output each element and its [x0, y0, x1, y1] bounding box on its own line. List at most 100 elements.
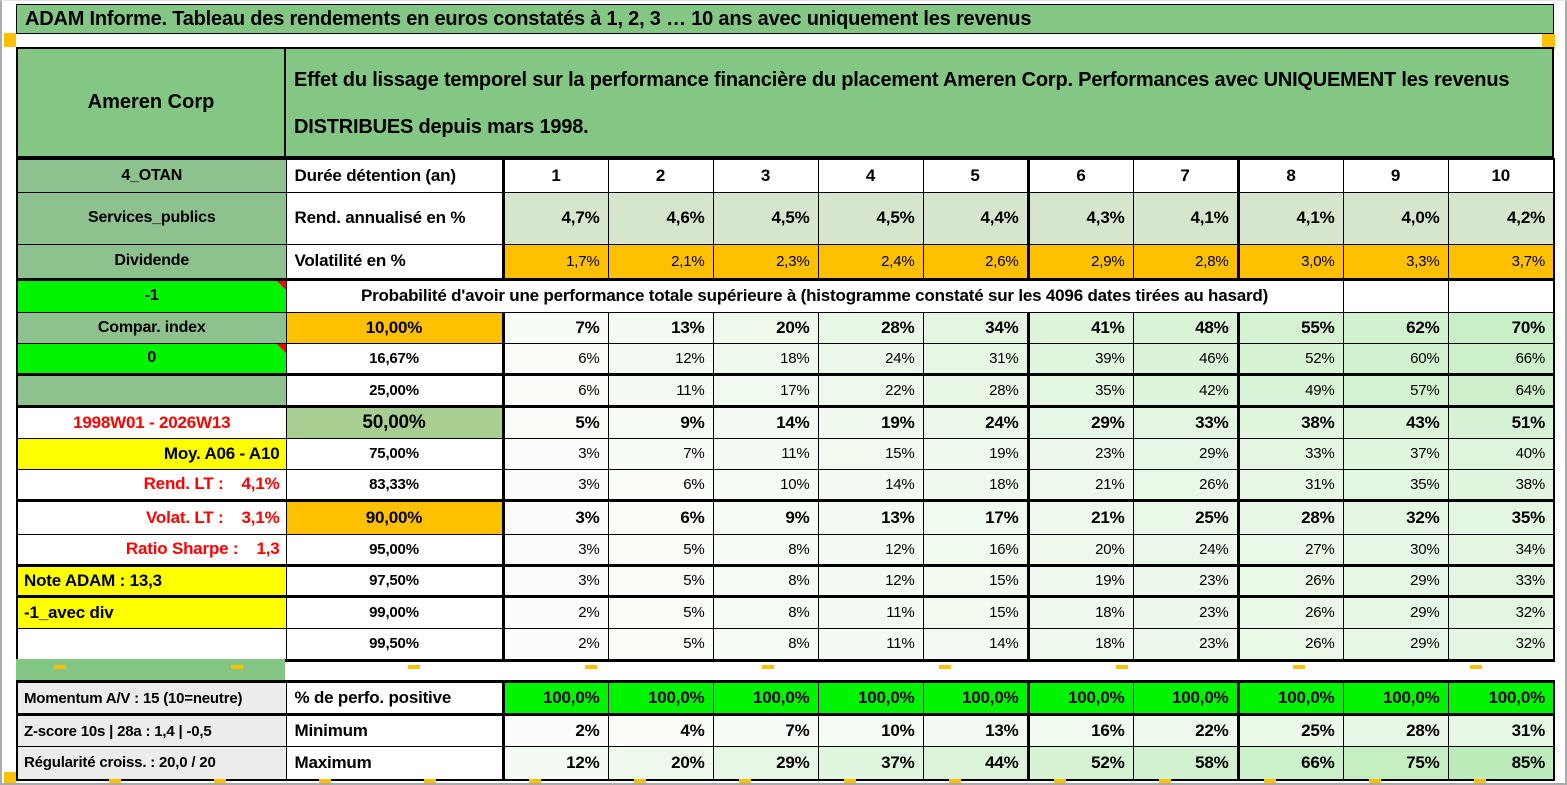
value-cell[interactable]: 35% — [1342, 468, 1449, 502]
value-cell[interactable]: 38% — [1236, 405, 1344, 439]
value-cell[interactable]: 12% — [817, 533, 924, 567]
row-header-cell[interactable]: Durée détention (an) — [285, 158, 504, 193]
value-cell[interactable]: 100,0% — [1447, 681, 1555, 716]
value-cell[interactable]: 85% — [1447, 746, 1555, 780]
value-cell[interactable]: 2,3% — [712, 243, 819, 281]
value-cell[interactable]: 100,0% — [1236, 681, 1344, 716]
column-header-cell[interactable]: 9 — [1342, 158, 1449, 193]
row-header-cell[interactable]: 97,50% — [285, 564, 504, 598]
value-cell[interactable]: 29% — [1342, 564, 1449, 598]
row-label-cell[interactable]: Ratio Sharpe : 1,3 — [16, 533, 287, 567]
row-header-cell[interactable]: 99,50% — [285, 627, 504, 662]
value-cell[interactable]: 21% — [1026, 499, 1134, 535]
value-cell[interactable]: 26% — [1236, 595, 1344, 629]
value-cell[interactable]: 57% — [1342, 373, 1449, 408]
value-cell[interactable]: 8% — [712, 564, 819, 598]
column-header-cell[interactable]: 5 — [922, 158, 1029, 193]
value-cell[interactable]: 23% — [1132, 595, 1239, 629]
value-cell[interactable]: 44% — [922, 746, 1029, 780]
value-cell[interactable]: 2,4% — [817, 243, 924, 281]
value-cell[interactable]: 29% — [1132, 437, 1239, 470]
value-cell[interactable]: 51% — [1447, 405, 1555, 439]
value-cell[interactable]: 12% — [607, 342, 714, 376]
value-cell[interactable]: 4,5% — [712, 191, 819, 245]
value-cell[interactable]: 25% — [1132, 499, 1239, 535]
value-cell[interactable]: 3% — [501, 468, 609, 502]
value-cell[interactable]: 64% — [1447, 373, 1555, 408]
value-cell[interactable]: 3,3% — [1342, 243, 1449, 281]
value-cell[interactable]: 32% — [1447, 595, 1555, 629]
value-cell[interactable]: 52% — [1236, 342, 1344, 376]
value-cell[interactable]: 18% — [712, 342, 819, 376]
value-cell[interactable]: 6% — [501, 373, 609, 408]
value-cell[interactable]: 31% — [922, 342, 1029, 376]
value-cell[interactable]: 66% — [1447, 342, 1555, 376]
row-header-cell[interactable]: 25,00% — [285, 373, 504, 408]
value-cell[interactable]: 32% — [1447, 627, 1555, 662]
value-cell[interactable]: 12% — [501, 746, 609, 780]
value-cell[interactable]: 15% — [922, 564, 1029, 598]
empty-cell[interactable] — [1447, 278, 1555, 313]
value-cell[interactable]: 33% — [1132, 405, 1239, 439]
row-header-cell[interactable]: 90,00% — [285, 499, 504, 535]
value-cell[interactable]: 11% — [817, 627, 924, 662]
value-cell[interactable]: 20% — [712, 311, 819, 344]
company-name-cell[interactable]: Ameren Corp — [16, 47, 285, 158]
value-cell[interactable]: 13% — [922, 714, 1029, 747]
value-cell[interactable]: 55% — [1236, 311, 1344, 344]
value-cell[interactable]: 33% — [1236, 437, 1344, 470]
value-cell[interactable]: 100,0% — [607, 681, 714, 716]
value-cell[interactable]: 28% — [817, 311, 924, 344]
value-cell[interactable]: 10% — [712, 468, 819, 502]
value-cell[interactable]: 14% — [922, 627, 1029, 662]
value-cell[interactable]: 28% — [922, 373, 1029, 408]
value-cell[interactable]: 40% — [1447, 437, 1555, 470]
column-header-cell[interactable]: 1 — [501, 158, 609, 193]
value-cell[interactable]: 100,0% — [1132, 681, 1239, 716]
value-cell[interactable]: 100,0% — [1026, 681, 1134, 716]
value-cell[interactable]: 48% — [1132, 311, 1239, 344]
value-cell[interactable]: 100,0% — [817, 681, 924, 716]
value-cell[interactable]: 26% — [1236, 627, 1344, 662]
value-cell[interactable]: 2,6% — [922, 243, 1029, 281]
row-header-cell[interactable]: Volatilité en % — [285, 243, 504, 281]
value-cell[interactable]: 20% — [1026, 533, 1134, 567]
row-header-cell[interactable]: 83,33% — [285, 468, 504, 502]
value-cell[interactable]: 22% — [1132, 714, 1239, 747]
value-cell[interactable]: 100,0% — [501, 681, 609, 716]
row-label-cell[interactable]: Note ADAM : 13,3 — [16, 564, 287, 598]
value-cell[interactable]: 2% — [501, 714, 609, 747]
row-label-cell[interactable]: -1_avec div — [16, 595, 287, 629]
value-cell[interactable]: 13% — [817, 499, 924, 535]
value-cell[interactable]: 30% — [1342, 533, 1449, 567]
value-cell[interactable]: 52% — [1026, 746, 1134, 780]
row-header-cell[interactable]: 16,67% — [285, 342, 504, 376]
value-cell[interactable]: 4,4% — [922, 191, 1029, 245]
value-cell[interactable]: 20% — [607, 746, 714, 780]
value-cell[interactable]: 8% — [712, 627, 819, 662]
value-cell[interactable]: 41% — [1026, 311, 1134, 344]
value-cell[interactable]: 24% — [1132, 533, 1239, 567]
value-cell[interactable]: 7% — [712, 714, 819, 747]
value-cell[interactable]: 2,9% — [1026, 243, 1134, 281]
value-cell[interactable]: 24% — [817, 342, 924, 376]
value-cell[interactable]: 33% — [1447, 564, 1555, 598]
value-cell[interactable]: 2% — [501, 595, 609, 629]
value-cell[interactable]: 75% — [1342, 746, 1449, 780]
row-header-cell[interactable]: Rend. annualisé en % — [285, 191, 504, 245]
value-cell[interactable]: 29% — [1342, 627, 1449, 662]
value-cell[interactable]: 23% — [1132, 564, 1239, 598]
value-cell[interactable]: 2% — [501, 627, 609, 662]
value-cell[interactable]: 39% — [1026, 342, 1134, 376]
value-cell[interactable]: 100,0% — [922, 681, 1029, 716]
column-header-cell[interactable]: 8 — [1236, 158, 1344, 193]
value-cell[interactable]: 8% — [712, 595, 819, 629]
row-label-cell[interactable]: Moy. A06 - A10 — [16, 437, 287, 470]
value-cell[interactable]: 29% — [712, 746, 819, 780]
value-cell[interactable]: 22% — [817, 373, 924, 408]
value-cell[interactable]: 46% — [1132, 342, 1239, 376]
value-cell[interactable]: 3% — [501, 499, 609, 535]
value-cell[interactable]: 25% — [1236, 714, 1344, 747]
value-cell[interactable]: 23% — [1132, 627, 1239, 662]
value-cell[interactable]: 38% — [1447, 468, 1555, 502]
